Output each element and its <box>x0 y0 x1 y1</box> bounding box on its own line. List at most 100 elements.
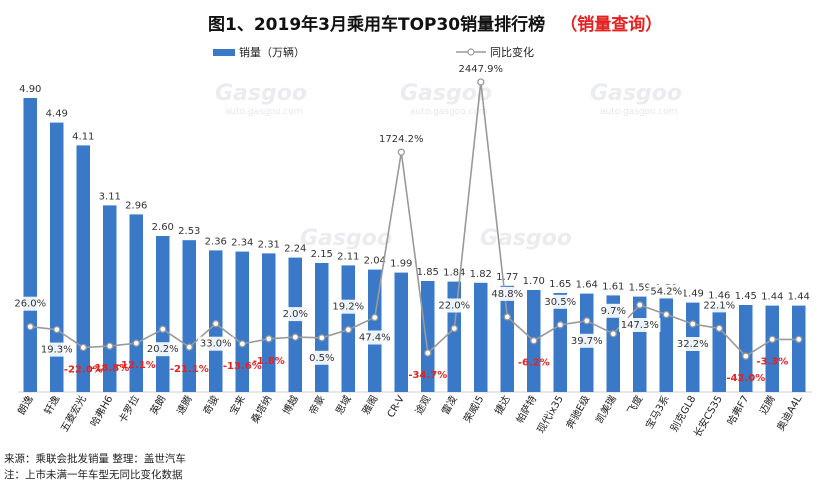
legend-bar-swatch <box>213 49 235 56</box>
bar-23 <box>606 295 620 392</box>
yoy-point <box>371 313 379 322</box>
category-label: 轩逸 <box>41 393 62 417</box>
bar-5 <box>129 214 143 392</box>
bar-12 <box>315 263 329 392</box>
bar-value-label: 1.77 <box>496 272 518 283</box>
category-label: 雷凌 <box>439 393 460 417</box>
bar-7 <box>182 240 196 392</box>
yoy-value-label: -3.3% <box>756 356 788 367</box>
yoy-point <box>450 324 458 333</box>
yoy-point <box>477 78 485 86</box>
bar-value-label: 2.60 <box>152 222 174 233</box>
bar-value-label: 1.84 <box>443 268 465 279</box>
yoy-label-bg <box>598 303 629 318</box>
yoy-point <box>265 335 273 343</box>
yoy-value-label: 1724.2% <box>379 134 424 145</box>
yoy-label-bg <box>280 307 310 322</box>
bar-value-label: 2.31 <box>258 239 280 250</box>
category-label: CR-V <box>386 394 407 420</box>
yoy-point <box>689 320 697 328</box>
yoy-point <box>291 333 299 341</box>
yoy-point <box>530 337 538 345</box>
category-label: 飞度 <box>624 393 645 417</box>
yoy-value-label: -1.8% <box>253 356 285 367</box>
bar-value-label: 2.96 <box>125 200 147 211</box>
yoy-label-bg <box>330 299 366 314</box>
bar-value-label: 1.64 <box>576 280 598 291</box>
yoy-point <box>397 148 405 156</box>
category-label: 捷达 <box>492 393 513 417</box>
category-label: 博越 <box>280 393 301 417</box>
bar-9 <box>235 251 249 392</box>
bar-value-label: 1.65 <box>549 279 571 290</box>
yoy-value-label: -21.1% <box>170 364 209 375</box>
bar-value-label: 1.85 <box>417 267 439 278</box>
yoy-value-label: 2.0% <box>283 309 308 320</box>
category-label: 英朗 <box>147 393 168 417</box>
yoy-label-bg <box>675 337 711 351</box>
watermark-4: Gasgoo <box>300 226 392 251</box>
category-label: 帕萨特 <box>513 393 539 425</box>
yoy-value-label: 48.8% <box>491 289 523 300</box>
bar-value-label: 2.34 <box>231 238 253 249</box>
bar-value-label: 1.99 <box>390 259 412 270</box>
yoy-point <box>106 342 114 350</box>
bar-3 <box>76 145 90 392</box>
yoy-line <box>30 81 799 358</box>
yoy-point <box>26 323 34 331</box>
yoy-point <box>159 325 167 333</box>
category-label: 雅阁 <box>359 393 380 417</box>
watermark-5: Gasgoo <box>480 226 572 251</box>
footer-source: 来源：乘联会批发销量 整理：盖世汽车 <box>4 453 186 465</box>
category-label: 朗逸 <box>16 394 36 417</box>
bar-30 <box>792 305 806 392</box>
bar-11 <box>288 257 302 392</box>
bar-value-label: 4.90 <box>19 84 41 95</box>
sales-query-link[interactable]: （销量查询） <box>560 14 662 35</box>
watermark-sub-1: auto.gasgoo.com <box>225 107 303 117</box>
bar-value-label: 2.24 <box>284 244 306 255</box>
watermark-1: Gasgoo <box>215 81 307 106</box>
yoy-value-labels: 26.0% 19.3% -22.0%-18.8%-12.1% 20.2% -21.1% 3… <box>12 62 788 384</box>
legend-line-marker <box>467 48 475 56</box>
yoy-point <box>79 343 87 352</box>
yoy-point <box>318 334 326 342</box>
yoy-label-bg <box>145 342 181 357</box>
yoy-point <box>556 321 564 329</box>
bar-value-label: 1.45 <box>735 291 757 302</box>
bar-21 <box>553 293 567 392</box>
yoy-label-bg <box>377 132 425 147</box>
category-label: 宝来 <box>227 393 248 417</box>
yoy-label-bg <box>648 284 684 299</box>
yoy-point <box>583 317 591 325</box>
yoy-point <box>503 313 511 321</box>
yoy-point <box>185 343 193 351</box>
legend-line-label: 同比变化 <box>490 45 534 59</box>
category-label: 卡罗拉 <box>116 393 142 425</box>
yoy-value-label: 20.2% <box>147 344 179 355</box>
yoy-value-label: 26.0% <box>14 299 46 310</box>
category-label: 迈腾 <box>757 393 778 417</box>
yoy-point <box>768 335 776 344</box>
category-label: 哈弗H6 <box>87 393 115 429</box>
watermark-group: Gasgoo Gasgoo Gasgoo Gasgoo Gasgoo auto.… <box>215 81 682 251</box>
yoy-point <box>132 339 140 347</box>
yoy-value-label: 147.3% <box>621 320 659 331</box>
yoy-value-label: -34.7% <box>408 370 447 381</box>
bar-value-label: 2.11 <box>337 251 359 262</box>
yoy-value-label: 39.7% <box>571 336 603 347</box>
yoy-label-bg <box>701 298 737 313</box>
yoy-label-bg <box>306 350 337 365</box>
bar-15 <box>394 272 408 392</box>
yoy-point <box>53 325 61 334</box>
yoy-value-label: 2447.9% <box>459 64 504 75</box>
yoy-point <box>609 330 617 338</box>
legend-bar-label: 销量（万辆） <box>239 45 305 59</box>
yoy-label-bg <box>569 333 605 348</box>
yoy-label-bg <box>357 330 393 345</box>
chart-title: 图1、2019年3月乘用车TOP30销量排行榜 （销量查询） <box>208 14 662 35</box>
yoy-label-bg <box>198 336 234 351</box>
category-label: 宝马3系 <box>642 393 671 431</box>
bar-25 <box>659 297 673 392</box>
